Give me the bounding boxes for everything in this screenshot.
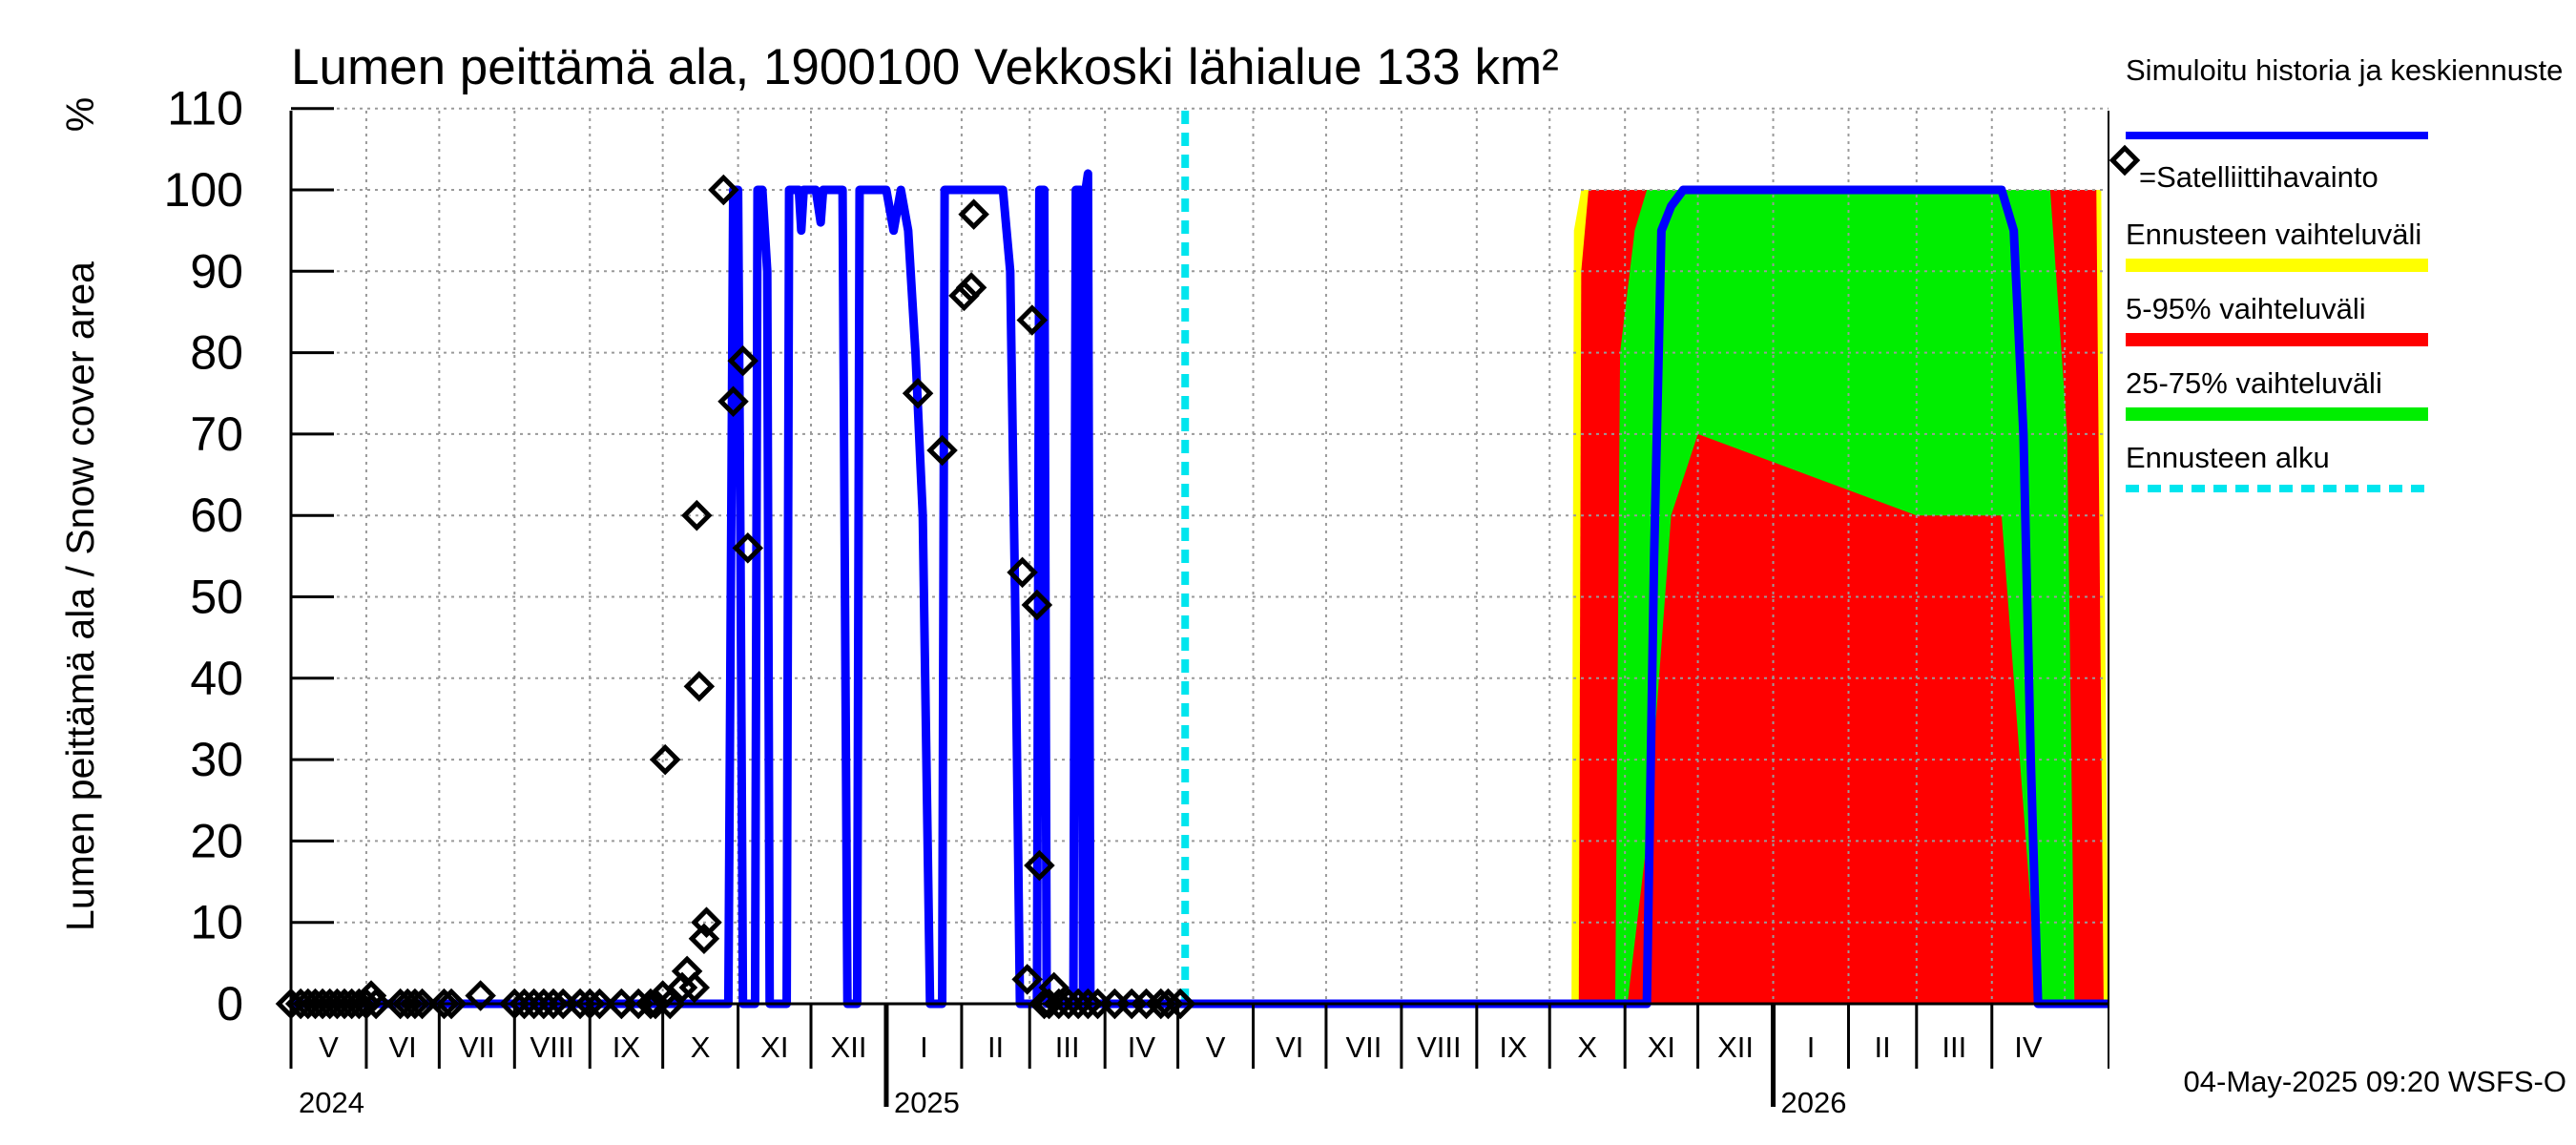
observation-marker <box>1016 304 1049 336</box>
observation-marker <box>584 988 615 1020</box>
observation-marker <box>1007 556 1038 589</box>
observation-marker <box>406 988 438 1020</box>
y-tick-label: 80 <box>190 326 243 380</box>
chart-grid <box>291 107 2109 1004</box>
y-tick-label: 70 <box>190 407 243 461</box>
month-label: I <box>1807 1030 1816 1064</box>
month-label: X <box>691 1030 711 1064</box>
observation-marker <box>958 198 989 230</box>
observation-marker <box>926 434 958 467</box>
observation-marker <box>634 988 667 1020</box>
observation-marker <box>649 743 681 776</box>
observation-marker <box>1145 988 1177 1020</box>
month-label: XII <box>1717 1030 1754 1064</box>
observation-marker <box>465 980 496 1011</box>
y-tick-label: 110 <box>167 82 243 135</box>
month-label: II <box>987 1030 1004 1064</box>
observation-marker <box>678 971 711 1004</box>
month-label: VII <box>459 1030 495 1064</box>
y-tick-label: 90 <box>190 244 243 298</box>
legend-label-25-75: 25-75% vaihteluväli <box>2126 366 2382 400</box>
observation-marker <box>547 988 579 1020</box>
legend-label-forecast-start: Ennusteen alku <box>2126 441 2330 474</box>
y-tick-label: 0 <box>217 977 243 1030</box>
observation-marker <box>732 532 764 564</box>
month-label: III <box>1055 1030 1080 1064</box>
y-tick-label: 20 <box>190 814 243 867</box>
month-label: IX <box>613 1030 641 1064</box>
observation-marker <box>717 385 749 418</box>
observation-marker <box>683 671 716 702</box>
chart-legend: Simuloitu historia ja keskiennuste =Sate… <box>2109 53 2563 492</box>
observation-marker <box>1164 988 1196 1020</box>
legend-label-forecast-range: Ennusteen vaihteluväli <box>2126 218 2421 251</box>
legend-swatch-observation <box>2109 144 2141 177</box>
month-label: XI <box>760 1030 788 1064</box>
month-label: XI <box>1648 1030 1675 1064</box>
legend-label-observation: =Satelliittihavainto <box>2139 160 2379 194</box>
observation-marker <box>1011 964 1043 995</box>
month-label: VI <box>1276 1030 1303 1064</box>
y-axis-label: Lumen peittämä ala / Snow cover area <box>58 261 102 931</box>
observation-marker <box>727 344 758 377</box>
legend-label-5-95: 5-95% vaihteluväli <box>2126 292 2366 325</box>
month-label: X <box>1577 1030 1597 1064</box>
y-tick-label: 40 <box>190 652 243 705</box>
year-label: 2026 <box>1781 1086 1847 1119</box>
observation-markers <box>275 174 1196 1020</box>
month-label: VIII <box>1417 1030 1462 1064</box>
month-label: XII <box>831 1030 867 1064</box>
series-layer <box>291 111 2109 1009</box>
month-label: III <box>1942 1030 1966 1064</box>
year-label: 2025 <box>894 1086 960 1119</box>
observation-marker <box>360 988 392 1020</box>
observation-marker <box>681 499 713 531</box>
year-label: 2024 <box>299 1086 364 1119</box>
observation-marker <box>691 906 722 938</box>
observation-marker <box>955 272 987 303</box>
chart-title: Lumen peittämä ala, 1900100 Vekkoski läh… <box>291 39 1559 95</box>
y-tick-label: 60 <box>190 489 243 542</box>
month-label: V <box>319 1030 339 1064</box>
month-label: I <box>920 1030 928 1064</box>
observation-marker <box>708 174 739 206</box>
observation-marker <box>1024 849 1055 882</box>
month-label: IV <box>2014 1030 2043 1064</box>
observation-marker <box>435 988 467 1020</box>
month-label: IV <box>1128 1030 1156 1064</box>
observation-marker <box>606 988 637 1020</box>
legend-label-simulated: Simuloitu historia ja keskiennuste <box>2126 53 2563 87</box>
observation-marker <box>1099 988 1131 1020</box>
month-label: II <box>1875 1030 1891 1064</box>
month-label: V <box>1206 1030 1226 1064</box>
y-tick-label: 100 <box>164 163 243 217</box>
y-unit-label: % <box>58 97 102 132</box>
footer-timestamp: 04-May-2025 09:20 WSFS-O <box>2184 1065 2566 1098</box>
observation-marker <box>1021 589 1053 621</box>
month-label: VII <box>1345 1030 1381 1064</box>
y-tick-label: 50 <box>190 571 243 624</box>
y-tick-label: 30 <box>190 733 243 786</box>
observation-marker <box>902 377 934 409</box>
simulated-series-line <box>291 169 2109 1009</box>
month-label: VI <box>389 1030 417 1064</box>
observation-marker <box>399 988 431 1020</box>
band-25-75-vaihteluv-li <box>1615 190 2075 1004</box>
y-tick-label: 10 <box>190 896 243 949</box>
month-label: VIII <box>530 1030 575 1064</box>
month-label: IX <box>1499 1030 1527 1064</box>
